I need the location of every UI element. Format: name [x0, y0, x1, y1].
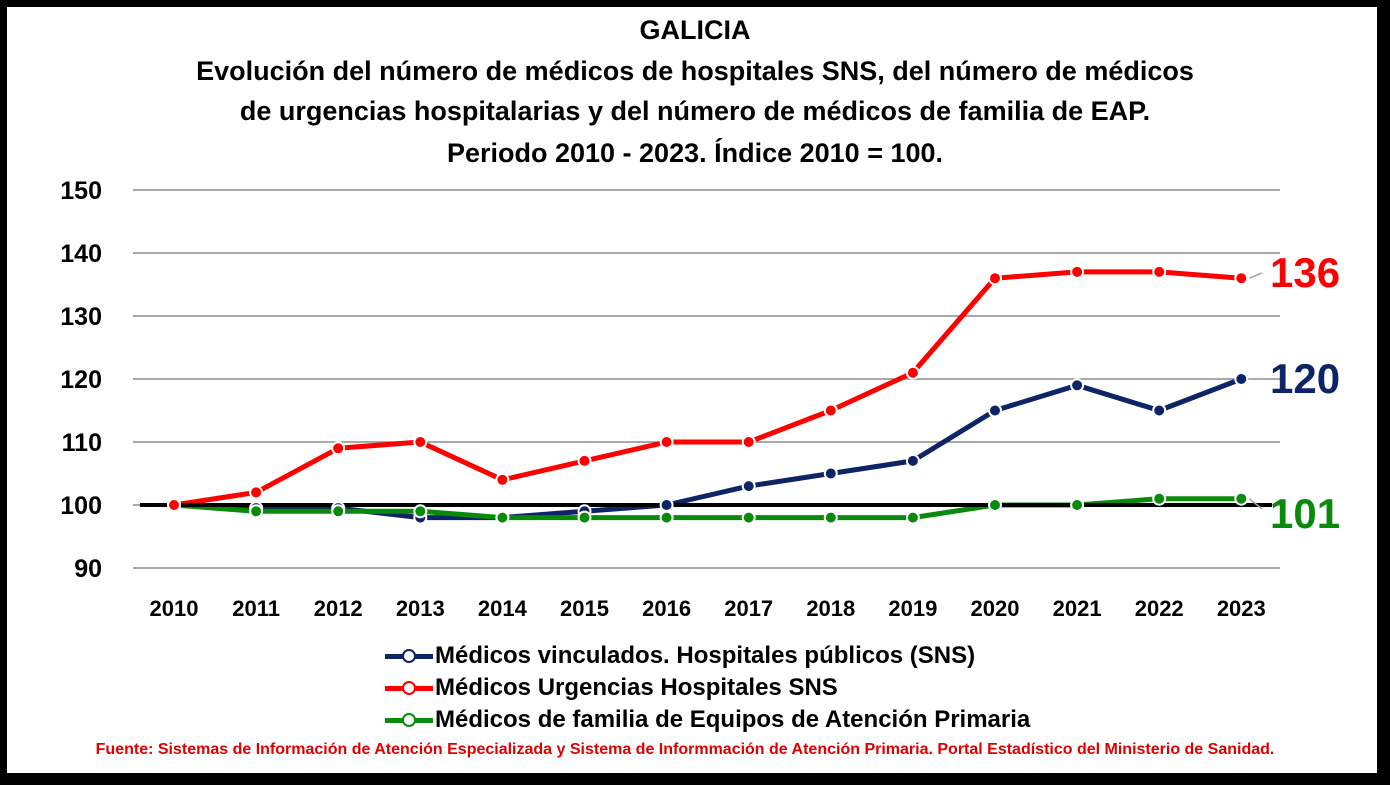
y-tick-label: 140	[60, 240, 102, 268]
end-label-leader	[1249, 272, 1263, 279]
x-tick-label: 2017	[724, 596, 773, 621]
data-point	[659, 510, 674, 525]
y-tick-label: 90	[74, 555, 102, 583]
x-tick-label: 2020	[971, 596, 1020, 621]
legend-item-family-doctors: Médicos de familia de Equipos de Atenció…	[385, 704, 1030, 736]
data-point	[1070, 498, 1085, 512]
data-point	[413, 435, 428, 449]
legend-label-emergency-doctors: Médicos Urgencias Hospitales SNS	[435, 674, 838, 701]
data-point	[823, 466, 838, 481]
data-point	[988, 403, 1002, 418]
x-tick-label: 2015	[560, 596, 609, 621]
data-point	[905, 510, 920, 525]
data-point	[331, 504, 346, 519]
chart-subtitle-line-2: de urgencias hospitalarias y del número …	[239, 96, 1151, 126]
x-tick-label: 2011	[232, 596, 280, 621]
y-tick-label: 120	[60, 366, 102, 394]
data-point	[577, 510, 592, 525]
x-tick-label: 2022	[1135, 596, 1184, 621]
legend-item-hospital-doctors: Médicos vinculados. Hospitales públicos …	[385, 640, 1030, 672]
data-point	[823, 403, 838, 418]
data-point	[1070, 378, 1085, 393]
data-point	[659, 435, 674, 449]
end-label: 101	[1270, 490, 1340, 537]
data-point	[823, 510, 838, 525]
x-tick-label: 2023	[1217, 596, 1266, 621]
x-tick-label: 2010	[150, 596, 199, 621]
chart-subtitle-line-1: Evolución del número de médicos de hospi…	[196, 56, 1194, 86]
x-tick-label: 2016	[642, 596, 691, 621]
data-point	[495, 510, 510, 525]
chart-title: GALICIA	[639, 15, 751, 45]
end-label: 120	[1270, 355, 1340, 402]
data-point	[741, 435, 756, 449]
data-point	[905, 453, 920, 468]
data-point	[1152, 264, 1167, 279]
legend-swatch-emergency-doctors	[385, 680, 433, 696]
y-tick-label: 130	[60, 303, 102, 331]
chart-frame	[7, 7, 1377, 773]
data-point	[495, 472, 510, 487]
x-tick-label: 2012	[314, 596, 363, 621]
legend-swatch-family-doctors	[385, 712, 433, 728]
legend-item-emergency-doctors: Médicos Urgencias Hospitales SNS	[385, 672, 1030, 704]
y-tick-label: 100	[60, 492, 102, 520]
data-point	[1234, 491, 1249, 506]
data-point	[1152, 491, 1167, 506]
x-tick-label: 2014	[478, 596, 528, 621]
y-tick-label: 110	[62, 429, 102, 457]
data-point	[249, 485, 264, 500]
data-point	[413, 504, 428, 519]
end-label-leader	[1248, 498, 1263, 510]
data-point	[1234, 271, 1249, 286]
data-point	[741, 510, 756, 525]
data-point	[988, 271, 1002, 286]
x-tick-label: 2019	[888, 596, 937, 621]
data-point	[1152, 403, 1167, 418]
chart-legend: Médicos vinculados. Hospitales públicos …	[385, 640, 1030, 736]
y-tick-label: 150	[60, 177, 102, 205]
end-label: 136	[1270, 249, 1340, 296]
data-point	[741, 479, 756, 494]
data-point	[167, 498, 181, 512]
legend-label-family-doctors: Médicos de familia de Equipos de Atenció…	[435, 706, 1031, 733]
data-point	[249, 504, 264, 519]
data-point	[331, 441, 346, 456]
x-tick-label: 2013	[396, 596, 445, 621]
x-tick-label: 2021	[1053, 596, 1102, 621]
data-point	[659, 498, 674, 512]
legend-label-hospital-doctors: Médicos vinculados. Hospitales públicos …	[435, 642, 976, 669]
data-point	[1070, 264, 1085, 279]
chart-subtitle-line-3: Periodo 2010 - 2023. Índice 2010 = 100.	[446, 138, 944, 168]
legend-swatch-hospital-doctors	[385, 648, 433, 664]
source-note: Fuente: Sistemas de Información de Atenc…	[95, 741, 1275, 758]
data-point	[577, 453, 592, 468]
data-point	[1234, 372, 1249, 386]
data-point	[905, 365, 920, 380]
data-point	[988, 498, 1002, 512]
x-tick-label: 2018	[806, 596, 855, 621]
series-line-1	[173, 269, 1242, 508]
